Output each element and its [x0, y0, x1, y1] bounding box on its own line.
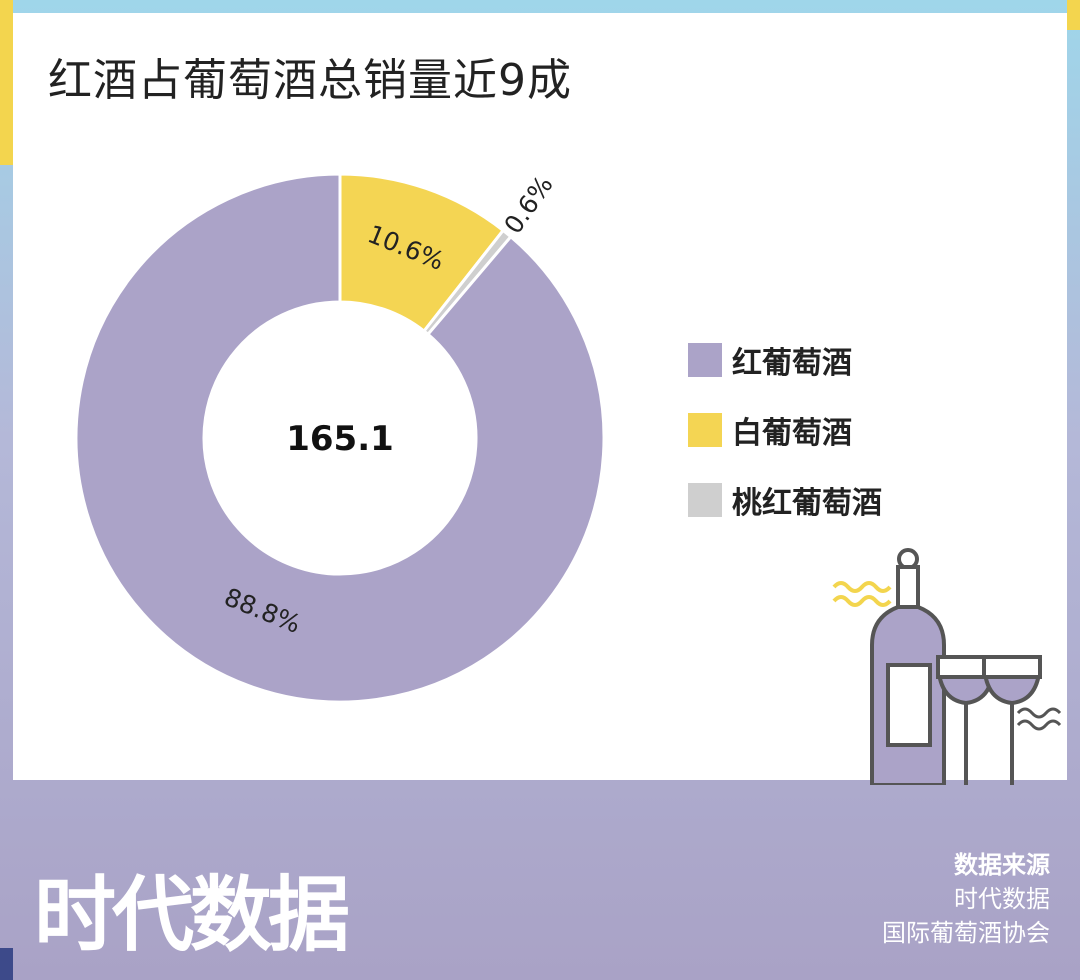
- source-line-1: 时代数据: [954, 885, 1050, 913]
- brand-logo: 时代数据: [34, 868, 350, 963]
- legend-item-red: 红葡萄酒: [688, 340, 852, 381]
- data-source: 数据来源 时代数据 国际葡萄酒协会: [882, 848, 1050, 950]
- donut-slice-red: [74, 172, 606, 704]
- wine-bottle-and-glasses-icon: [832, 548, 1062, 785]
- center-value: 165.1: [286, 419, 394, 459]
- accent-bar-top-right: [1067, 0, 1080, 30]
- legend-label-red: 红葡萄酒: [732, 346, 852, 381]
- legend-item-white: 白葡萄酒: [688, 410, 852, 451]
- legend-swatch-white: [688, 413, 722, 447]
- legend-item-rose: 桃红葡萄酒: [688, 480, 882, 521]
- legend-label-rose: 桃红葡萄酒: [732, 486, 882, 521]
- source-line-2: 国际葡萄酒协会: [882, 919, 1050, 947]
- chart-title: 红酒占葡萄酒总销量近9成: [48, 55, 572, 106]
- slice-label-rose: 0.6%: [498, 170, 558, 239]
- accent-bar-top-left: [0, 0, 13, 165]
- source-title: 数据来源: [954, 851, 1050, 879]
- legend-swatch-rose: [688, 483, 722, 517]
- accent-bar-bottom-left: [0, 948, 13, 980]
- legend-label-white: 白葡萄酒: [732, 416, 852, 451]
- legend-swatch-red: [688, 343, 722, 377]
